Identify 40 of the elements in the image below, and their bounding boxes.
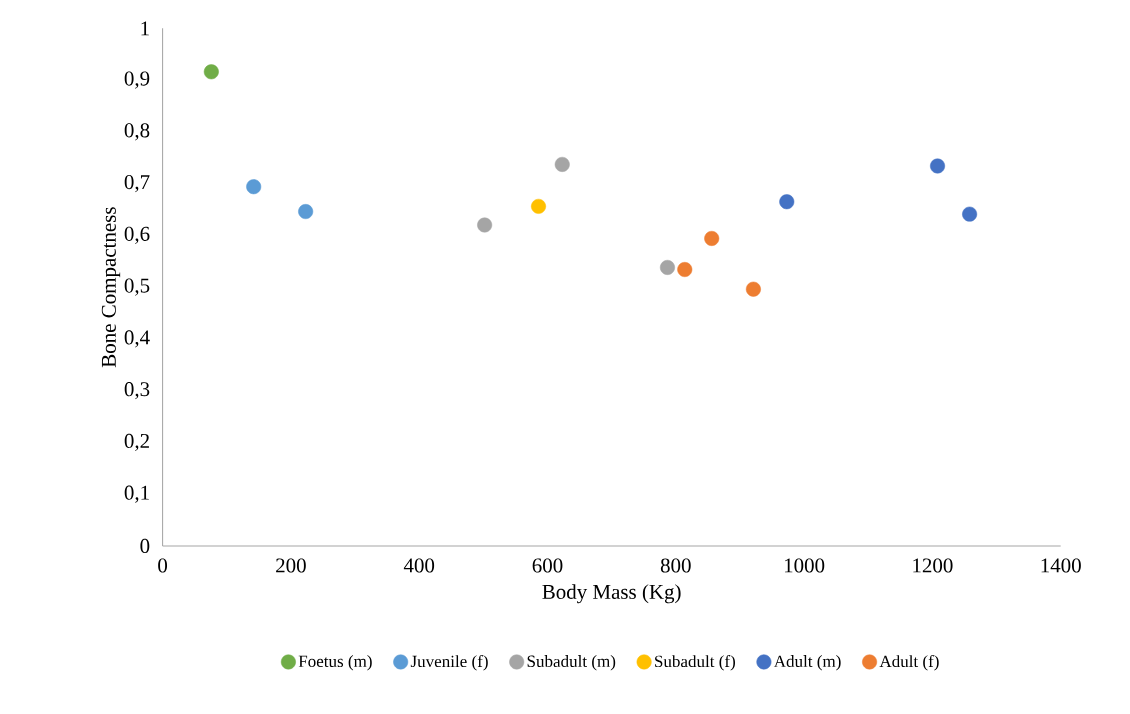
y-tick-label: 1 <box>141 21 149 36</box>
y-tick-label: 0,2 <box>124 433 149 451</box>
x-tick-label: 1200 <box>913 558 953 573</box>
point <box>930 158 945 174</box>
y-tick-label: 0,5 <box>124 278 150 296</box>
y-tick-label: 0 <box>140 538 150 553</box>
legend-label: Subadult (m) <box>527 654 616 671</box>
point <box>779 194 795 209</box>
x-tick-label: 600 <box>532 558 563 573</box>
point <box>677 261 693 277</box>
x-tick-label: 800 <box>660 558 691 573</box>
y-tick-label: 0,1 <box>124 485 149 503</box>
point <box>477 217 493 233</box>
point <box>298 203 314 219</box>
point <box>246 179 262 194</box>
x-axis-title: Body Mass (Kg) <box>542 584 681 604</box>
point <box>203 64 219 80</box>
legend-label: Foetus (m) <box>298 654 372 671</box>
legend-label: Adult (f) <box>879 654 939 671</box>
x-tick-label: 1000 <box>784 558 825 573</box>
x-tick-label: 200 <box>276 558 306 573</box>
point <box>962 206 978 222</box>
point <box>704 230 720 246</box>
x-tick-label: 0 <box>158 558 168 573</box>
x-tick-label: 1400 <box>1041 558 1081 573</box>
x-tick-label: 400 <box>403 558 435 573</box>
point <box>531 198 546 214</box>
y-tick-label: 0,4 <box>124 330 150 348</box>
point <box>659 259 675 275</box>
legend-label: Juvenile (f) <box>410 654 488 671</box>
y-tick-label: 0,3 <box>124 381 150 400</box>
y-tick-label: 0,8 <box>124 123 150 141</box>
point <box>554 156 570 172</box>
point <box>745 281 761 297</box>
y-tick-label: 0,7 <box>124 174 150 192</box>
legend-label: Subadult (f) <box>655 654 736 671</box>
legend-label: Adult (m) <box>773 654 841 671</box>
y-tick-label: 0,6 <box>124 226 150 244</box>
y-axis-title: Bone Compactness <box>101 207 121 367</box>
y-tick-label: 0,9 <box>124 71 150 89</box>
